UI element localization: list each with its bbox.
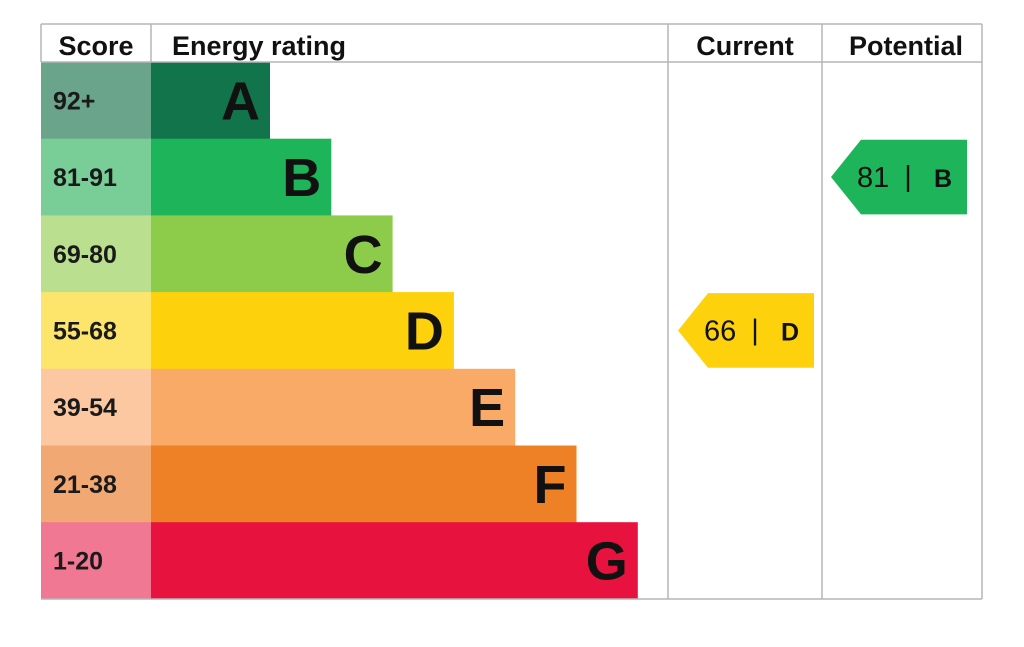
rating-letter-d: D (405, 301, 444, 361)
potential-badge-arrow (831, 139, 967, 215)
rating-letter-g: G (586, 532, 628, 592)
rating-bar-f (151, 445, 577, 523)
score-label-b: 81-91 (53, 164, 117, 192)
rating-bands: 92+ A 81-91 B 69-80 C 55-68 D 39-54 E 21-38 F 1-20 G (41, 62, 638, 600)
current-badge-arrow (678, 293, 814, 368)
rating-letter-a: A (221, 71, 260, 131)
score-label-e: 39-54 (53, 394, 117, 422)
score-label-a: 92+ (53, 87, 95, 115)
header-energy-rating: Energy rating (172, 31, 346, 61)
score-cell-g (41, 522, 151, 600)
score-cell-e (41, 368, 151, 446)
score-cell-f (41, 445, 151, 523)
potential-badge-letter: B (934, 165, 952, 193)
potential-rating-badge: 81 | B (831, 139, 967, 215)
score-label-d: 55-68 (53, 317, 117, 345)
rating-letter-e: E (469, 378, 505, 438)
rating-bar-e (151, 368, 516, 446)
score-cell-a (41, 62, 151, 140)
header-potential: Potential (849, 31, 963, 61)
potential-badge-separator: | (904, 161, 912, 193)
rating-letter-f: F (534, 455, 567, 515)
current-badge-letter: D (781, 318, 799, 346)
rating-letter-c: C (344, 225, 383, 285)
rating-badges: 66 | D 81 | B (678, 139, 967, 368)
rating-bar-c (151, 215, 393, 293)
score-label-g: 1-20 (53, 548, 103, 576)
score-label-c: 69-80 (53, 241, 117, 269)
current-rating-badge: 66 | D (678, 293, 814, 368)
score-label-f: 21-38 (53, 471, 117, 499)
table-grid (40, 23, 983, 600)
header-current: Current (696, 31, 794, 61)
rating-bar-d (151, 292, 454, 370)
current-badge-separator: | (751, 314, 759, 346)
rating-bar-b (151, 138, 332, 216)
score-cell-b (41, 138, 151, 216)
rating-bar-g (151, 522, 638, 600)
current-badge-value: 66 (704, 315, 736, 347)
score-cell-d (41, 292, 151, 370)
potential-badge-value: 81 (857, 162, 889, 194)
score-cell-c (41, 215, 151, 293)
rating-bar-a (151, 62, 270, 140)
rating-letter-b: B (282, 148, 321, 208)
header-score: Score (58, 31, 133, 61)
